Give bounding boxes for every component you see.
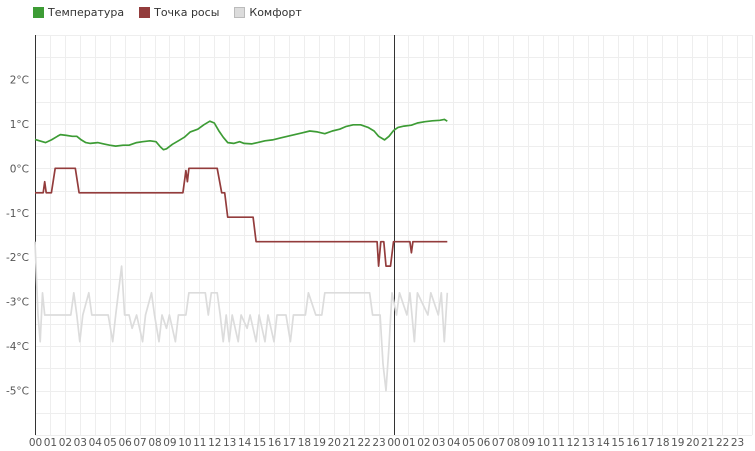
x-tick-label: 05 [104, 437, 117, 449]
x-tick-label: 15 [611, 437, 624, 449]
x-tick-label: 12 [208, 437, 221, 449]
chart-grid [35, 35, 753, 436]
y-tick-label: 2°C [10, 74, 29, 86]
chart-legend: Температура Точка росы Комфорт [33, 4, 317, 20]
legend-item-dew-point[interactable]: Точка росы [139, 6, 219, 19]
x-tick-label: 13 [582, 437, 595, 449]
y-axis-tick-labels: 2°C 1°C 0°C -1°C -2°C -3°C -4°C -5°C [6, 74, 29, 397]
x-tick-label: 10 [178, 437, 191, 449]
legend-item-comfort[interactable]: Комфорт [234, 5, 302, 19]
series-line-comfort [34, 241, 449, 392]
x-tick-label: 17 [283, 437, 296, 449]
y-tick-label: -4°C [6, 341, 29, 353]
x-tick-label: 12 [567, 437, 580, 449]
x-tick-label: 22 [357, 437, 370, 449]
legend-swatch-comfort [234, 6, 246, 18]
x-tick-label: 02 [417, 437, 430, 449]
x-tick-label: 08 [148, 437, 161, 449]
x-tick-label: 06 [118, 437, 132, 449]
series-line-dew-point [35, 167, 448, 267]
x-tick-label: 04 [447, 437, 461, 449]
x-tick-label: 02 [59, 437, 72, 449]
x-tick-label: 19 [671, 437, 684, 449]
chart-series [34, 118, 449, 392]
x-tick-label: 21 [343, 437, 356, 449]
x-tick-label: 09 [522, 437, 535, 449]
x-tick-label: 11 [193, 437, 206, 449]
x-tick-label: 11 [552, 437, 565, 449]
y-tick-label: -3°C [6, 297, 29, 309]
legend-swatch-temperature [33, 6, 44, 18]
x-tick-label: 10 [537, 437, 550, 449]
x-tick-label: 07 [133, 437, 146, 449]
x-axis-tick-labels: 00 01 02 03 04 05 06 07 08 09 10 11 12 13 14 15 16 17 18 19… [29, 437, 744, 449]
x-tick-label: 08 [507, 437, 520, 449]
y-tick-label: -2°C [6, 252, 29, 264]
x-tick-label: 00 [387, 437, 400, 449]
x-tick-label: 03 [432, 437, 445, 449]
x-tick-label: 21 [701, 437, 714, 449]
x-tick-label: 19 [313, 437, 326, 449]
x-tick-label: 20 [686, 437, 699, 449]
chart-axes [35, 35, 395, 435]
x-tick-label: 20 [328, 437, 341, 449]
x-tick-label: 00 [29, 437, 42, 449]
x-tick-label: 22 [716, 437, 729, 449]
x-tick-label: 06 [477, 437, 491, 449]
legend-label-temperature: Температура [48, 5, 125, 19]
x-tick-label: 14 [596, 437, 610, 449]
x-tick-label: 04 [89, 437, 103, 449]
x-tick-label: 23 [372, 437, 385, 449]
legend-label-comfort: Комфорт [249, 5, 302, 19]
x-tick-label: 05 [462, 437, 475, 449]
legend-swatch-dew-point [139, 6, 151, 18]
x-tick-label: 16 [268, 437, 282, 449]
series-line-temperature [34, 118, 448, 151]
y-tick-label: 0°C [10, 163, 29, 175]
x-tick-label: 07 [492, 437, 505, 449]
y-tick-label: 1°C [10, 119, 29, 131]
x-tick-label: 13 [223, 437, 236, 449]
x-tick-label: 01 [402, 437, 415, 449]
x-tick-label: 01 [44, 437, 57, 449]
x-tick-label: 03 [74, 437, 87, 449]
legend-item-temperature[interactable]: Температура [33, 6, 124, 19]
x-tick-label: 15 [253, 437, 266, 449]
x-tick-label: 23 [731, 437, 744, 449]
x-tick-label: 16 [626, 437, 640, 449]
x-tick-label: 18 [656, 437, 669, 449]
x-tick-label: 09 [163, 437, 176, 449]
y-tick-label: -5°C [6, 386, 29, 398]
legend-label-dew-point: Точка росы [154, 5, 220, 19]
x-tick-label: 14 [238, 437, 252, 449]
y-tick-label: -1°C [6, 208, 29, 220]
x-tick-label: 17 [641, 437, 654, 449]
x-tick-label: 18 [298, 437, 311, 449]
